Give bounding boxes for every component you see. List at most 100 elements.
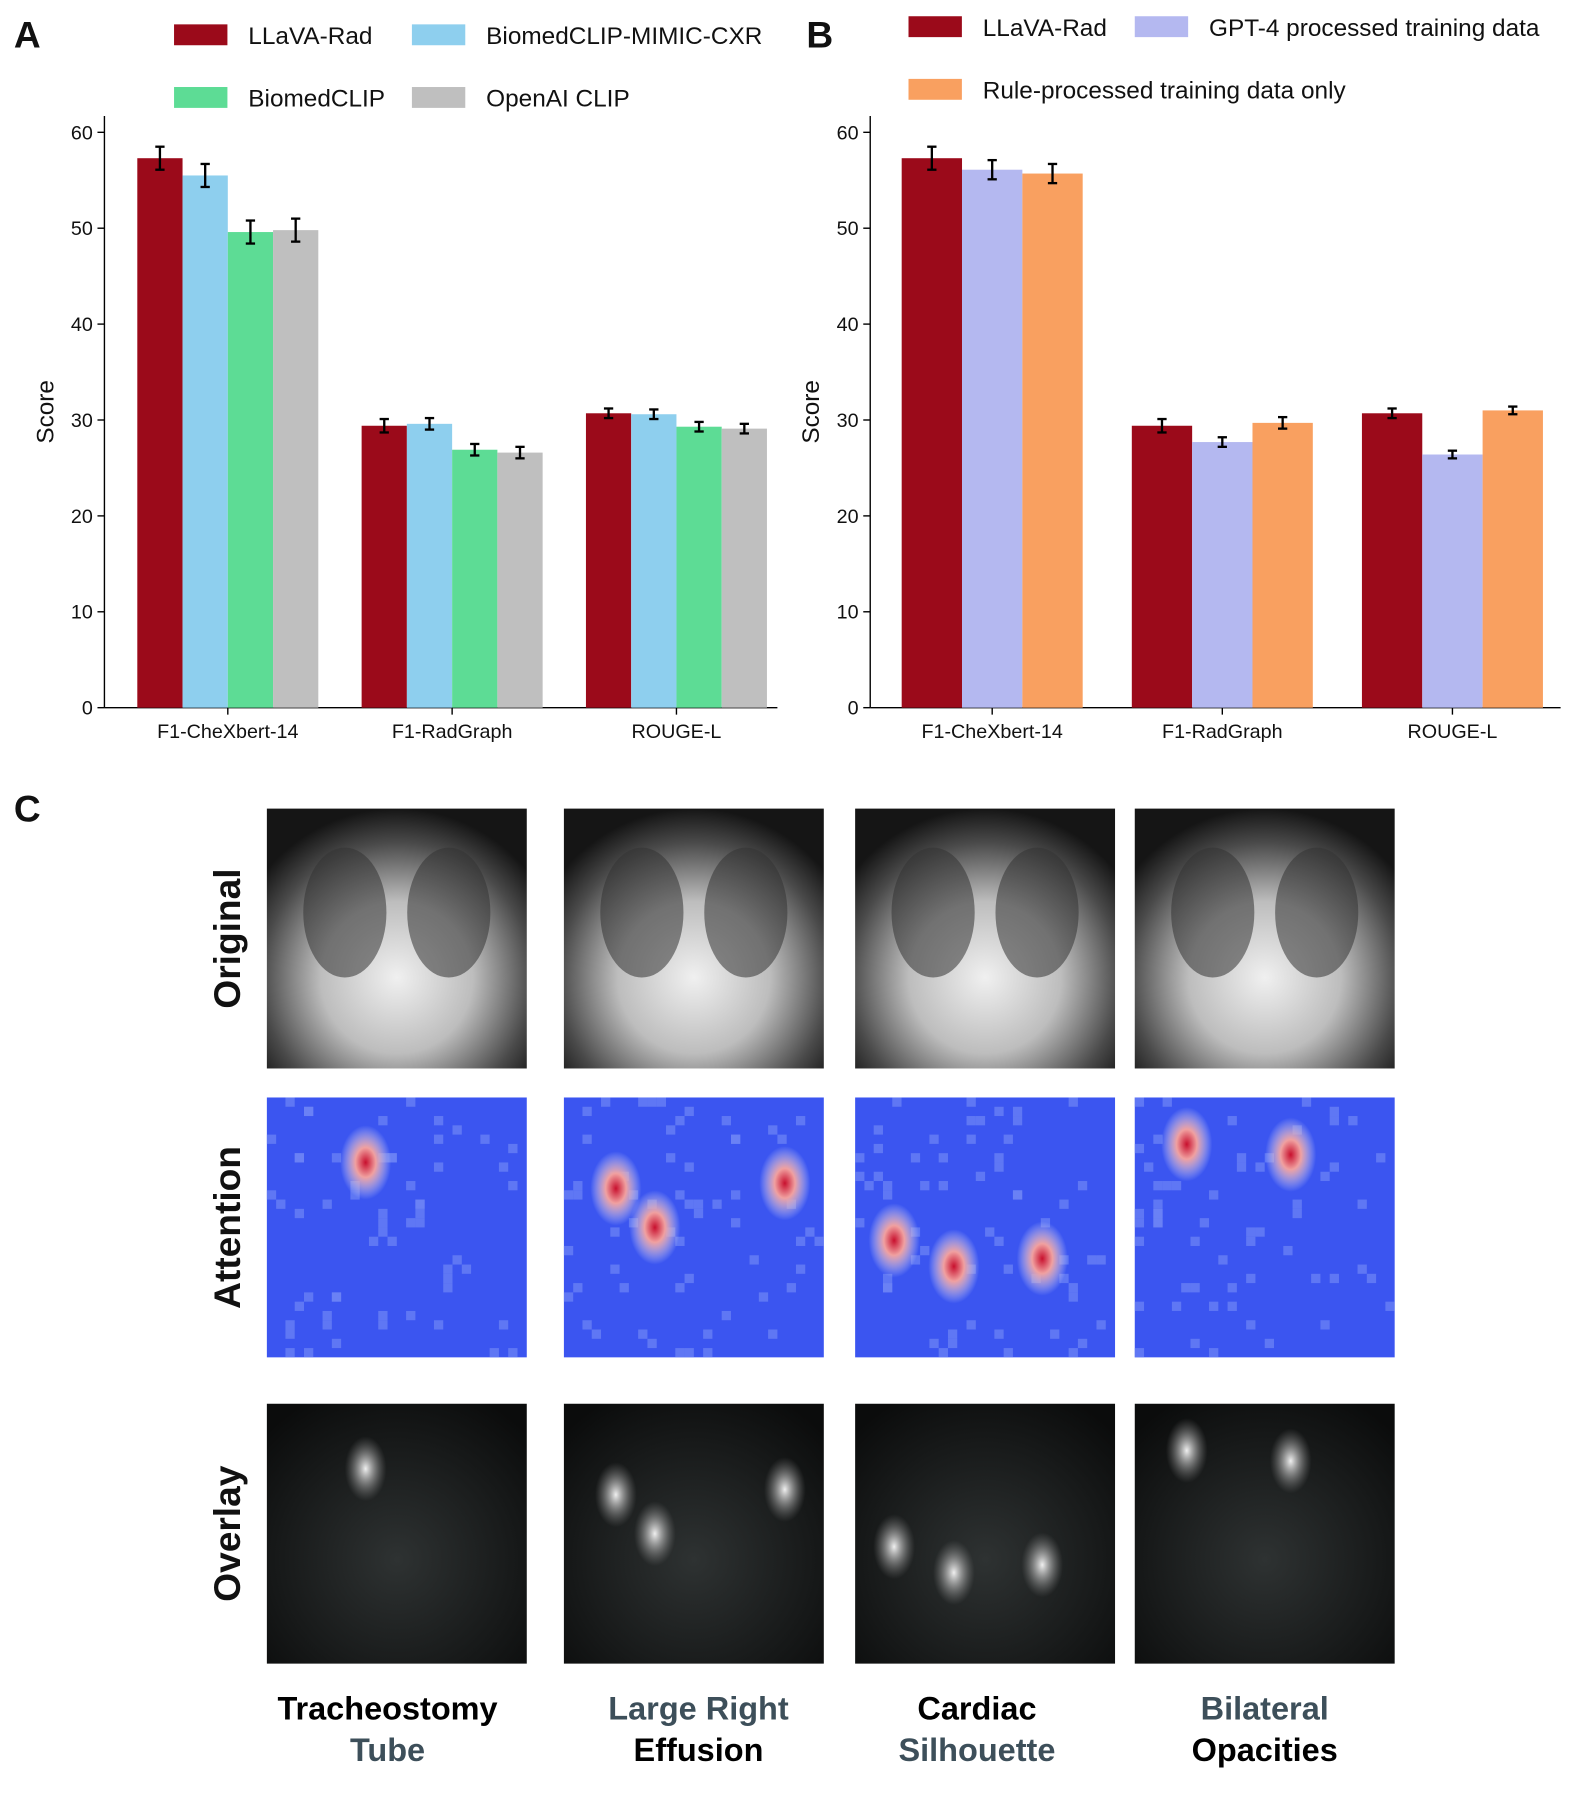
legend-swatch — [908, 16, 962, 38]
attention-cell — [563, 1190, 574, 1200]
attention-cell — [582, 1134, 592, 1144]
attention-cell — [966, 1320, 976, 1330]
legend-label: OpenAI CLIP — [486, 86, 630, 113]
attention-cell — [749, 1255, 759, 1265]
attention-cell — [1301, 1097, 1312, 1107]
attention-cell — [675, 1283, 685, 1293]
overlay-hotspot — [763, 1457, 806, 1522]
attention-cell — [703, 1329, 713, 1339]
bar — [901, 158, 963, 708]
attention-cell — [1050, 1329, 1060, 1339]
legend-swatch — [908, 78, 962, 100]
attention-cell — [1162, 1097, 1172, 1107]
attention-cell — [920, 1181, 930, 1191]
attention-cell — [1209, 1348, 1219, 1358]
attention-cell — [1068, 1097, 1078, 1107]
legend-label: Rule-processed training data only — [983, 78, 1347, 105]
attention-cell — [285, 1097, 295, 1107]
column-caption: Opacities — [1192, 1732, 1338, 1768]
attention-cell — [331, 1153, 342, 1163]
attention-cell — [994, 1162, 1004, 1172]
attention-cell — [638, 1097, 648, 1107]
attention-cell — [443, 1264, 453, 1274]
attention-cell — [882, 1273, 893, 1284]
attention-cell — [966, 1097, 976, 1107]
attention-cell — [285, 1348, 295, 1358]
attention-hotspot — [340, 1125, 392, 1200]
attention-cell — [795, 1236, 806, 1246]
attention-cell — [303, 1348, 314, 1358]
error-bar — [694, 420, 704, 433]
attention-cell — [406, 1181, 416, 1191]
attention-cell — [882, 1181, 893, 1191]
attention-cell — [1153, 1181, 1163, 1191]
attention-cell — [805, 1227, 815, 1237]
attention-cell — [994, 1153, 1004, 1163]
legend-swatch — [174, 87, 228, 108]
y-tick-label: 50 — [837, 218, 859, 240]
attention-cell — [1357, 1199, 1367, 1209]
error-bar — [649, 408, 659, 421]
error-bar — [1157, 417, 1167, 434]
column-caption: Effusion — [634, 1732, 764, 1768]
attention-cell — [1320, 1171, 1330, 1182]
legend-label: LLaVA-Rad — [983, 15, 1107, 42]
attention-cell — [433, 1162, 444, 1172]
attention-cell — [730, 1134, 741, 1144]
attention-cell — [1366, 1273, 1377, 1284]
attention-cell — [1246, 1273, 1256, 1284]
attention-cell — [1385, 1301, 1395, 1311]
attention-cell — [1209, 1190, 1219, 1200]
legend-swatch — [1134, 16, 1189, 38]
y-axis-label: Score — [32, 380, 59, 444]
attention-cell — [266, 1190, 277, 1200]
attention-cell — [378, 1116, 388, 1126]
attention-hotspot — [1161, 1107, 1213, 1182]
bar — [631, 414, 677, 708]
attention-cell — [1227, 1283, 1237, 1293]
x-tick-label: F1-RadGraph — [392, 721, 513, 743]
xray-image — [266, 808, 527, 1069]
attention-cell — [938, 1181, 948, 1191]
attention-cell — [1003, 1348, 1013, 1358]
attention-cell — [721, 1116, 731, 1126]
overlay-hotspot — [633, 1501, 676, 1567]
column-caption: Silhouette — [898, 1732, 1055, 1768]
attention-cell — [489, 1348, 499, 1358]
error-bar — [739, 422, 749, 435]
attention-cell — [498, 1162, 509, 1172]
attention-cell — [1320, 1320, 1330, 1330]
attention-cell — [1283, 1245, 1293, 1256]
attention-cell — [378, 1310, 388, 1321]
error-bar — [424, 416, 435, 431]
y-tick-label: 10 — [71, 602, 93, 624]
attention-cell — [573, 1283, 583, 1293]
attention-cell — [1376, 1153, 1386, 1163]
attention-cell — [294, 1301, 304, 1311]
attention-cell — [693, 1208, 704, 1219]
attention-cell — [322, 1199, 332, 1209]
lung — [600, 847, 684, 978]
overlay-hotspot — [873, 1514, 916, 1580]
attention-cell — [920, 1245, 930, 1256]
attention-cell — [1087, 1255, 1097, 1265]
attention-cell — [684, 1273, 694, 1284]
attention-cell — [1227, 1301, 1237, 1311]
attention-cell — [1255, 1227, 1265, 1237]
y-tick-label: 20 — [837, 506, 859, 528]
attention-cell — [1134, 1218, 1145, 1228]
y-axis-label: Score — [798, 380, 825, 444]
y-tick-label: 40 — [837, 314, 859, 336]
attention-cell — [814, 1236, 824, 1246]
attention-cell — [452, 1125, 462, 1135]
y-tick-label: 0 — [848, 698, 859, 720]
attention-cell — [666, 1125, 676, 1135]
attention-cell — [855, 1171, 865, 1182]
overlay-hotspot — [1269, 1428, 1312, 1494]
attention-hotspot — [1016, 1221, 1068, 1296]
error-bar — [1278, 415, 1288, 430]
attention-cell — [777, 1134, 787, 1144]
attention-cell — [929, 1134, 939, 1144]
error-bar — [603, 407, 614, 420]
attention-cell — [675, 1190, 685, 1200]
